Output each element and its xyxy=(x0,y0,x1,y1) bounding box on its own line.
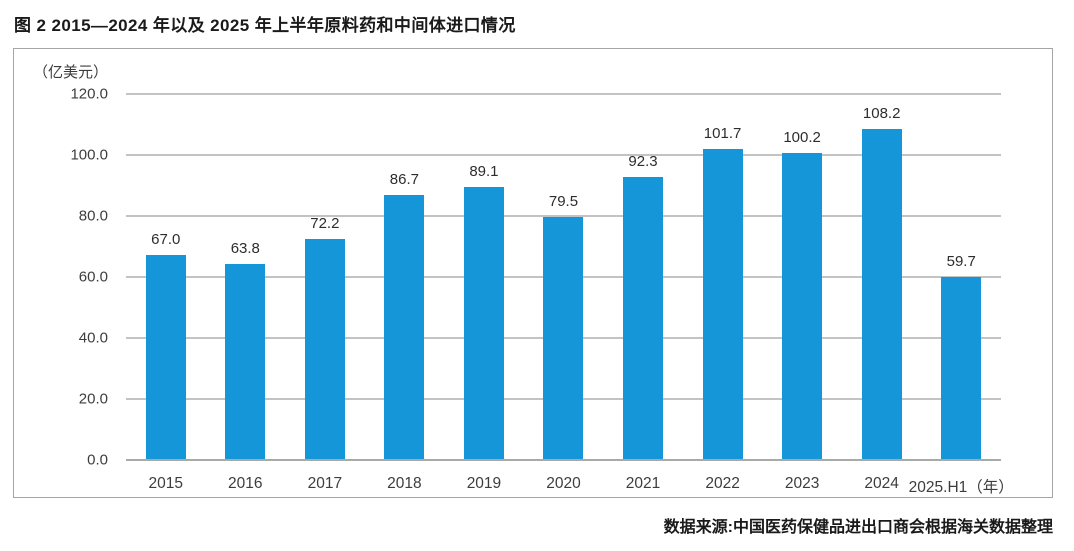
bar xyxy=(702,149,743,459)
x-tick-label: 2025.H1（年） xyxy=(908,479,1014,496)
gridline xyxy=(126,93,1001,95)
y-axis: 120.0 100.0 80.0 60.0 40.0 20.0 0.0 xyxy=(14,86,108,469)
bar-value-label: 79.5 xyxy=(548,193,579,210)
gridline xyxy=(126,154,1001,156)
bar xyxy=(623,177,664,459)
bar xyxy=(225,264,266,459)
x-tick-label: 2015 xyxy=(148,475,183,492)
y-tick-label: 60.0 xyxy=(78,268,108,286)
x-tick-label: 2018 xyxy=(387,475,422,492)
y-tick-label: 20.0 xyxy=(78,390,108,408)
bar-group-2020: 79.5 xyxy=(524,193,604,459)
x-tick-label: 2019 xyxy=(466,475,502,492)
plot-area: 67.0 63.8 72.2 86.7 89.1 79.5 92.3 101.7 100.2 10… xyxy=(126,93,1001,461)
bar-value-label: 67.0 xyxy=(151,231,181,248)
x-axis: 2015 2016 2017 2018 2019 2020 2021 2022 2023 2024… xyxy=(126,475,1014,499)
y-tick-label: 80.0 xyxy=(78,207,108,225)
bar xyxy=(463,187,504,459)
bar-value-label: 63.8 xyxy=(230,240,260,257)
bar xyxy=(543,217,584,459)
bar xyxy=(304,239,345,459)
bar-group-2015: 67.0 xyxy=(126,231,206,459)
bar-group-2017: 72.2 xyxy=(285,215,365,459)
y-tick-label: 40.0 xyxy=(78,329,108,347)
bar-value-label: 92.3 xyxy=(628,153,658,170)
y-tick-label: 0.0 xyxy=(87,451,108,469)
bar-group-2019: 89.1 xyxy=(444,163,524,459)
bar-group-2023: 100.2 xyxy=(762,129,842,459)
bar-group-2025.H1（年）: 59.7 xyxy=(921,253,1001,459)
bar xyxy=(861,129,902,459)
bar-group-2021: 92.3 xyxy=(603,153,683,459)
bar xyxy=(145,255,186,459)
bar xyxy=(782,153,823,459)
y-tick-label: 100.0 xyxy=(70,146,108,164)
x-tick-label: 2020 xyxy=(546,475,581,492)
x-tick-label: 2024 xyxy=(864,475,899,492)
x-tick-label: 2017 xyxy=(307,475,343,492)
bar xyxy=(384,195,425,459)
chart-frame: （亿美元） 120.0 100.0 80.0 60.0 40.0 20.0 0.0 67.0… xyxy=(13,48,1053,498)
x-tick-label: 2023 xyxy=(784,475,820,492)
bar-value-label: 108.2 xyxy=(862,105,901,122)
x-tick-label: 2021 xyxy=(625,475,661,492)
chart-title: 图 2 2015—2024 年以及 2025 年上半年原料药和中间体进口情况 xyxy=(14,16,516,35)
bar-value-label: 101.7 xyxy=(703,125,742,142)
x-axis-line xyxy=(126,459,1001,461)
bar-value-label: 59.7 xyxy=(946,253,976,270)
bar-group-2024: 108.2 xyxy=(842,105,922,459)
bar xyxy=(941,277,982,459)
gridline xyxy=(126,215,1001,217)
bar-group-2018: 86.7 xyxy=(365,171,445,459)
bar-value-label: 89.1 xyxy=(469,163,499,180)
y-tick-label: 120.0 xyxy=(70,85,108,103)
source-note: 数据来源:中国医药保健品进出口商会根据海关数据整理 xyxy=(663,519,1053,536)
bar-value-label: 100.2 xyxy=(783,129,821,146)
bar-group-2016: 63.8 xyxy=(206,240,286,459)
x-tick-label: 2022 xyxy=(705,475,740,492)
bar-value-label: 72.2 xyxy=(310,215,340,232)
bar-group-2022: 101.7 xyxy=(683,125,763,459)
y-axis-unit-label: （亿美元） xyxy=(33,64,109,81)
x-tick-label: 2016 xyxy=(228,475,263,492)
bar-value-label: 86.7 xyxy=(389,171,419,188)
